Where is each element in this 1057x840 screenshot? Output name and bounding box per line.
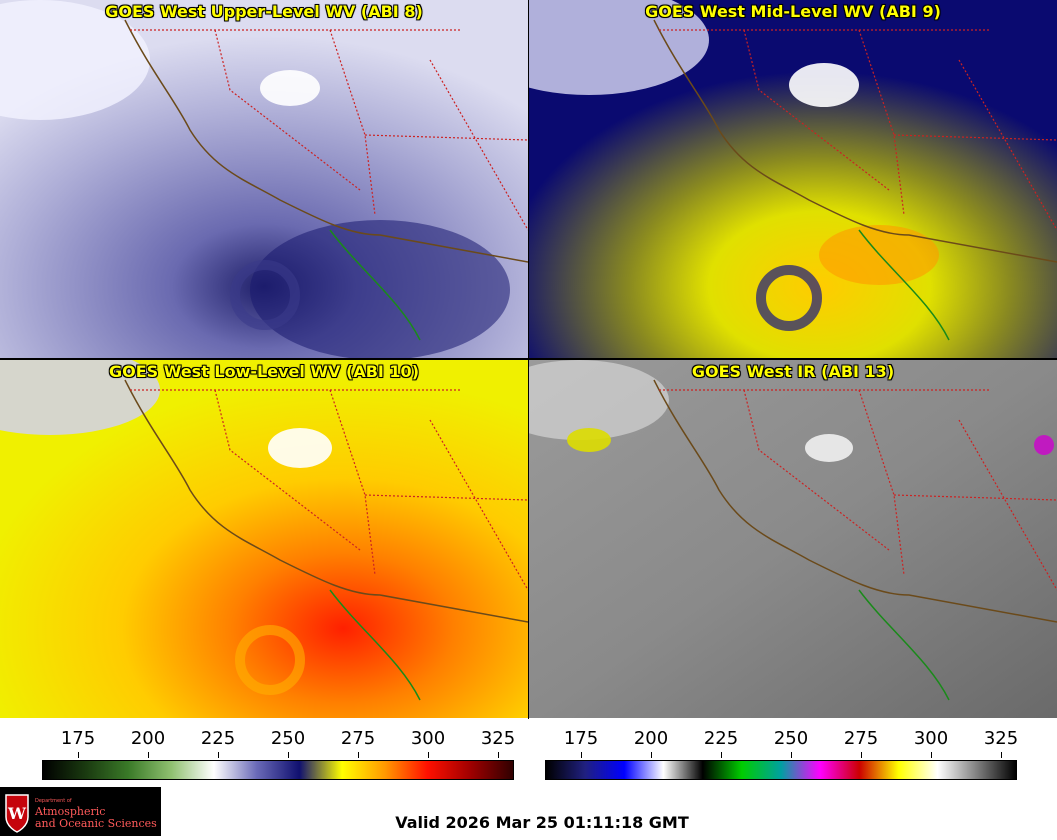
wv-colorbar-ticks: 175 200 225 250 275 300 325 [42,728,516,758]
ir-tick-mark [931,752,932,758]
ir-colorbar [545,760,1017,780]
svg-text:Atmospheric: Atmospheric [34,805,105,818]
ir-tick-mark [651,752,652,758]
svg-text:Department of: Department of [35,798,72,804]
low-level-wv-image [0,360,528,718]
upper-level-wv-image [0,0,528,358]
ir-image [529,360,1057,718]
ir-tick-mark [581,752,582,758]
panel-upper-level-wv: GOES West Upper-Level WV (ABI 8) [0,0,528,358]
panel-title: GOES West IR (ABI 13) [691,362,895,381]
wv-tick-mark [148,752,149,758]
ir-colorbar-ticks: 175 200 225 250 275 300 325 [545,728,1019,758]
ir-tick-label: 175 [563,728,599,749]
svg-text:W: W [7,804,27,823]
ir-tick-label: 200 [633,728,669,749]
panel-mid-level-wv: GOES West Mid-Level WV (ABI 9) [529,0,1057,358]
wv-tick-label: 200 [130,728,166,749]
wv-tick-mark [218,752,219,758]
wv-tick-label: 250 [270,728,306,749]
ir-tick-label: 325 [983,728,1019,749]
panel-title: GOES West Low-Level WV (ABI 10) [108,362,419,381]
ir-tick-mark [721,752,722,758]
ir-tick-label: 225 [703,728,739,749]
mid-level-wv-image [529,0,1057,358]
panel-low-level-wv: GOES West Low-Level WV (ABI 10) [0,360,528,718]
ir-tick-mark [1001,752,1002,758]
ir-tick-label: 300 [913,728,949,749]
wv-tick-label: 275 [340,728,376,749]
wv-tick-label: 300 [410,728,446,749]
ir-tick-label: 275 [843,728,879,749]
ir-tick-label: 250 [773,728,809,749]
valid-time: Valid 2026 Mar 25 01:11:18 GMT [395,813,689,832]
svg-text:and Oceanic Sciences: and Oceanic Sciences [35,817,157,830]
wv-tick-label: 175 [60,728,96,749]
aos-logo: W Department of Atmospheric and Oceanic … [0,787,161,836]
wv-tick-label: 325 [480,728,516,749]
panel-title: GOES West Mid-Level WV (ABI 9) [645,2,941,21]
wv-tick-mark [428,752,429,758]
wv-colorbar [42,760,514,780]
ir-tick-mark [861,752,862,758]
uw-crest-icon: W Department of Atmospheric and Oceanic … [5,794,157,833]
ir-tick-mark [791,752,792,758]
panel-divider-horizontal [0,358,1057,360]
wv-tick-mark [358,752,359,758]
wv-tick-mark [78,752,79,758]
wv-tick-mark [288,752,289,758]
wv-tick-mark [498,752,499,758]
panel-title: GOES West Upper-Level WV (ABI 8) [105,2,423,21]
wv-tick-label: 225 [200,728,236,749]
panel-ir: GOES West IR (ABI 13) [529,360,1057,718]
